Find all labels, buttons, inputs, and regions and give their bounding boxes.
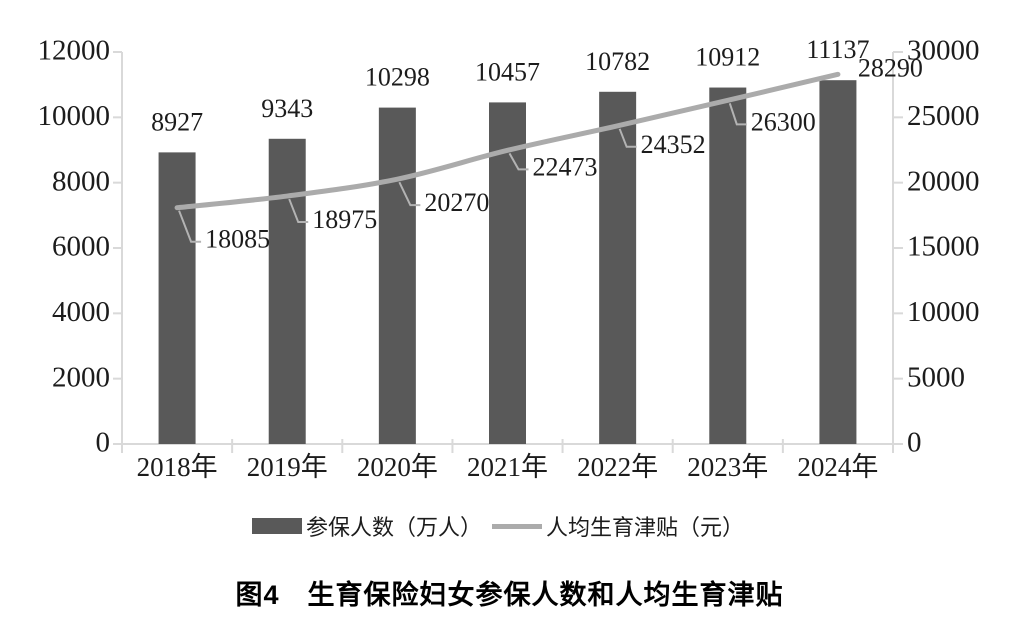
- bar-value-label: 8927: [151, 107, 203, 136]
- bar: [489, 102, 526, 444]
- trend-line: [174, 71, 841, 211]
- line-value-label: 28290: [858, 53, 923, 82]
- x-axis-category-label: 2022年: [577, 452, 658, 482]
- line-value-label: 20270: [424, 188, 489, 217]
- bar: [378, 107, 416, 444]
- y-axis-left-tick-label: 12000: [38, 35, 111, 67]
- x-axis-category-label: 2024年: [797, 452, 878, 482]
- bar-value-label: 11137: [806, 35, 869, 64]
- line-series-legend-label: 人均生育津贴（元）: [546, 515, 745, 540]
- y-axis-left-tick-label: 4000: [52, 296, 110, 328]
- line-value-label: 22473: [533, 152, 598, 181]
- line-value-label: 18975: [312, 205, 377, 234]
- y-axis-left-tick-label: 0: [96, 427, 111, 459]
- bar-series-legend-label: 参保人数（万人）: [306, 515, 483, 540]
- y-axis-left-tick-label: 2000: [52, 361, 110, 393]
- bar-value-label: 10912: [695, 43, 760, 72]
- bar-value-label: 10298: [365, 63, 430, 92]
- line-value-label: 18085: [205, 225, 270, 254]
- y-axis-right-tick-label: 10000: [907, 296, 980, 328]
- bar-value-label: 9343: [261, 94, 313, 123]
- y-axis-right-tick-label: 15000: [907, 231, 980, 263]
- y-axis-right-tick-label: 30000: [907, 35, 980, 67]
- line-value-label: 26300: [751, 107, 816, 136]
- bar: [709, 87, 747, 445]
- combo-chart-canvas: 0 2000 4000 6000 8000 10000 12000 0 5000 10000 150…: [38, 35, 980, 483]
- y-axis-left-tick-label: 10000: [38, 100, 111, 132]
- legend: 参保人数（万人） 人均生育津贴（元）: [252, 514, 744, 540]
- bar: [268, 138, 306, 444]
- y-axis-right-tick-label: 5000: [907, 361, 965, 393]
- y-axis-right-tick-label: 20000: [907, 165, 980, 197]
- line-series-swatch: [492, 523, 543, 529]
- bar-series-swatch: [252, 518, 302, 534]
- x-axis-category-label: 2018年: [137, 452, 218, 482]
- x-axis-category-label: 2023年: [687, 452, 768, 482]
- bar-value-label: 10782: [585, 47, 650, 76]
- bar: [819, 80, 857, 444]
- callout-leader: [398, 181, 421, 207]
- y-axis-left-tick-label: 6000: [52, 231, 110, 263]
- x-axis-category-label: 2020年: [357, 452, 438, 482]
- bar: [158, 152, 196, 444]
- callout-leader: [728, 103, 747, 126]
- callout-leader: [618, 128, 637, 148]
- y-axis-left-tick-label: 8000: [52, 165, 110, 197]
- callout-leader: [508, 152, 529, 171]
- y-axis-right-tick-label: 0: [907, 427, 922, 459]
- bar-value-label: 10457: [475, 57, 540, 86]
- figure-caption: 图4 生育保险妇女参保人数和人均生育津贴: [235, 580, 784, 610]
- bar: [599, 91, 637, 445]
- callout-leader: [178, 210, 202, 243]
- x-axis-category-label: 2019年: [247, 452, 328, 482]
- line-value-label: 24352: [641, 130, 706, 159]
- callout-leader: [288, 198, 309, 224]
- y-axis-right-tick-label: 25000: [907, 100, 980, 132]
- x-axis-category-label: 2021年: [467, 452, 548, 482]
